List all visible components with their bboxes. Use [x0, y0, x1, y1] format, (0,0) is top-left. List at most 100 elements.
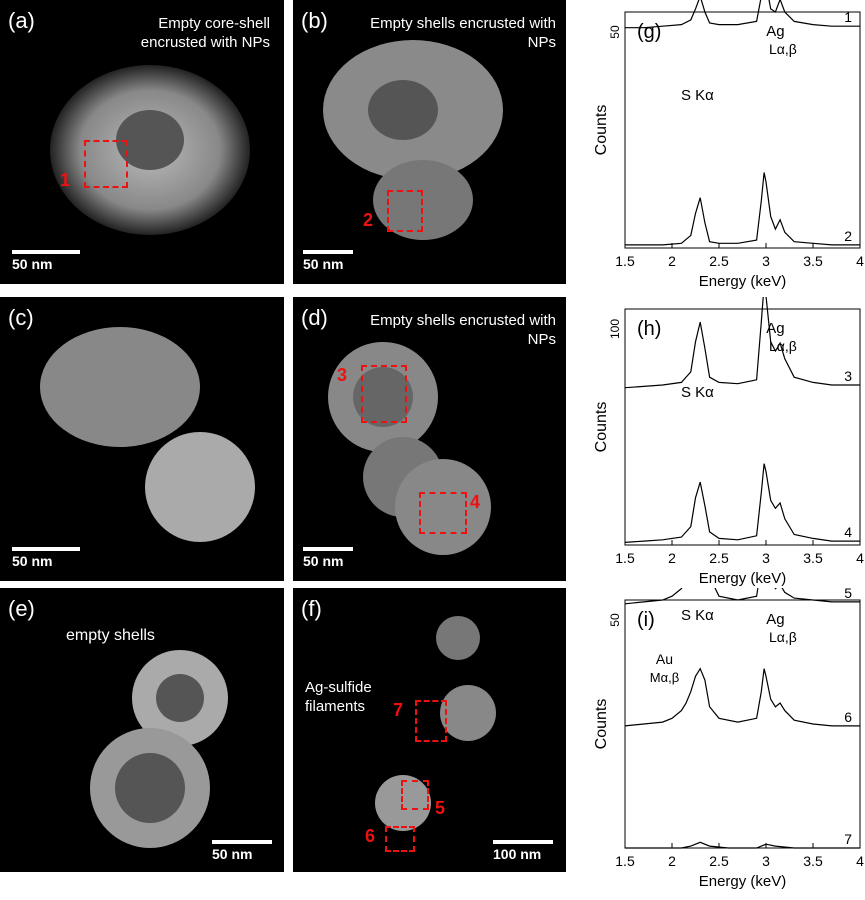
- scale-label-a: 50 nm: [12, 256, 53, 272]
- roi-box-1: [84, 140, 128, 188]
- panel-label: (g): [637, 21, 661, 43]
- x-tick-label: 2.5: [709, 550, 729, 566]
- panel-label-f: (f): [301, 596, 322, 621]
- roi-box-6: [385, 826, 415, 852]
- series-label-4: 4: [844, 524, 852, 540]
- peak-label-au-line: Mα,β: [650, 670, 679, 685]
- x-tick-label: 3: [762, 253, 770, 269]
- particle-image-b: [323, 40, 503, 240]
- scale-label-e: 50 nm: [212, 846, 253, 862]
- plot-frame: [624, 11, 861, 249]
- particle-image-e: [90, 650, 228, 848]
- micrograph-d: (d) Empty shells encrusted with NPs 3 4 …: [293, 297, 566, 581]
- scale-label-f: 100 nm: [493, 846, 542, 862]
- x-tick-label: 2.5: [709, 853, 729, 869]
- roi-label-1: 1: [60, 170, 71, 190]
- x-tick-label: 4: [856, 253, 864, 269]
- x-tick-label: 1.5: [615, 853, 635, 869]
- series-label-7: 7: [844, 831, 852, 847]
- spectrum-line-7: [625, 841, 860, 849]
- panel-label-d: (d): [301, 305, 328, 330]
- panel-label-b: (b): [301, 8, 328, 33]
- x-tick-label: 2: [668, 853, 676, 869]
- annotation-f: Ag-sulfide filaments: [305, 679, 372, 715]
- roi-label-4: 4: [470, 492, 481, 512]
- roi-box-2: [387, 190, 423, 232]
- x-tick-label: 3: [762, 853, 770, 869]
- plot-frame: [624, 599, 861, 849]
- particle-image-a: [50, 65, 250, 235]
- series-label-3: 3: [844, 368, 852, 384]
- x-tick-label: 2: [668, 253, 676, 269]
- particle-image-d: [328, 342, 491, 555]
- roi-box-3: [361, 365, 407, 423]
- peak-label-s: S Kα: [681, 607, 714, 624]
- micrograph-c: (c) 50 nm: [0, 297, 284, 581]
- panel-label: (i): [637, 609, 655, 631]
- scale-bar-c: 50 nm: [12, 547, 80, 569]
- x-axis-label: Energy (keV): [699, 570, 787, 587]
- roi-label-6: 6: [365, 826, 376, 846]
- roi-label-2: 2: [363, 210, 374, 230]
- y-scale-label: 100: [608, 319, 622, 339]
- x-axis-label: Energy (keV): [699, 873, 787, 890]
- y-scale-label: 50: [608, 613, 622, 627]
- x-tick-label: 3.5: [803, 550, 823, 566]
- eds-spectrum-h: 1.5 2 2.5 3 3.5 4 Energy (keV) Counts 100 (h) S Kα…: [593, 297, 864, 587]
- micrograph-e: (e) empty shells 50 nm: [0, 588, 284, 872]
- annotation-b: Empty shells encrusted with NPs: [370, 15, 556, 51]
- series-label-6: 6: [844, 709, 852, 725]
- particle-image-c: [40, 327, 255, 542]
- spectrum-line-2: [625, 172, 860, 246]
- scale-label-d: 50 nm: [303, 553, 344, 569]
- annotation-e: empty shells: [66, 627, 155, 644]
- x-tick-label: 3.5: [803, 253, 823, 269]
- peak-label-ag-line: Lα,β: [769, 41, 797, 57]
- y-scale-label: 50: [608, 25, 622, 39]
- peak-label-ag: Ag: [766, 611, 784, 628]
- roi-label-7: 7: [393, 700, 404, 720]
- scale-label-c: 50 nm: [12, 553, 53, 569]
- x-tick-label: 2: [668, 550, 676, 566]
- spectrum-line-1: [625, 0, 860, 29]
- spectrum-line-4: [624, 463, 860, 543]
- x-tick-label: 3.5: [803, 853, 823, 869]
- peak-label-au: Au: [656, 651, 673, 667]
- roi-box-4: [419, 492, 467, 534]
- spectrum-line-3: [624, 297, 860, 389]
- peak-label-s: S Kα: [681, 384, 714, 401]
- x-tick-label: 1.5: [615, 253, 635, 269]
- panel-label-e: (e): [8, 596, 35, 621]
- annotation-a: Empty core-shell encrusted with NPs: [140, 15, 270, 51]
- x-axis-label: Energy (keV): [699, 273, 787, 290]
- micrograph-f: (f) Ag-sulfide filaments 7 5 6 100 nm: [293, 588, 566, 872]
- scale-bar-b: 50 nm: [303, 250, 353, 272]
- x-tick-label: 3: [762, 550, 770, 566]
- plot-frame: [624, 308, 861, 546]
- y-axis-label: Counts: [593, 105, 610, 156]
- peak-label-ag: Ag: [766, 23, 784, 40]
- peak-label-s: S Kα: [681, 87, 714, 104]
- scale-bar-f: 100 nm: [493, 840, 553, 862]
- annotation-d: Empty shells encrusted with NPs: [370, 312, 556, 348]
- micrograph-a: (a) Empty core-shell encrusted with NPs …: [0, 0, 284, 284]
- micrograph-b: (b) Empty shells encrusted with NPs 2 50…: [293, 0, 566, 284]
- eds-spectrum-g: 1.5 2 2.5 3 3.5 4 Energy (keV) Counts 50 (g) S Kα A…: [593, 0, 864, 290]
- scale-bar-a: 50 nm: [12, 250, 80, 272]
- roi-box-7: [415, 700, 447, 742]
- particle-image-f: [375, 616, 496, 831]
- y-axis-label: Counts: [593, 699, 610, 750]
- y-axis-label: Counts: [593, 402, 610, 453]
- series-label-2: 2: [844, 228, 852, 244]
- panel-label: (h): [637, 318, 661, 340]
- x-tick-label: 4: [856, 550, 864, 566]
- spectrum-line-5: [624, 588, 860, 605]
- roi-label-3: 3: [337, 365, 348, 385]
- scale-bar-d: 50 nm: [303, 547, 353, 569]
- scale-label-b: 50 nm: [303, 256, 344, 272]
- series-label-5: 5: [844, 588, 852, 601]
- panel-label-a: (a): [8, 8, 35, 33]
- x-tick-label: 1.5: [615, 550, 635, 566]
- panel-label-c: (c): [8, 305, 34, 330]
- roi-box-5: [401, 780, 429, 810]
